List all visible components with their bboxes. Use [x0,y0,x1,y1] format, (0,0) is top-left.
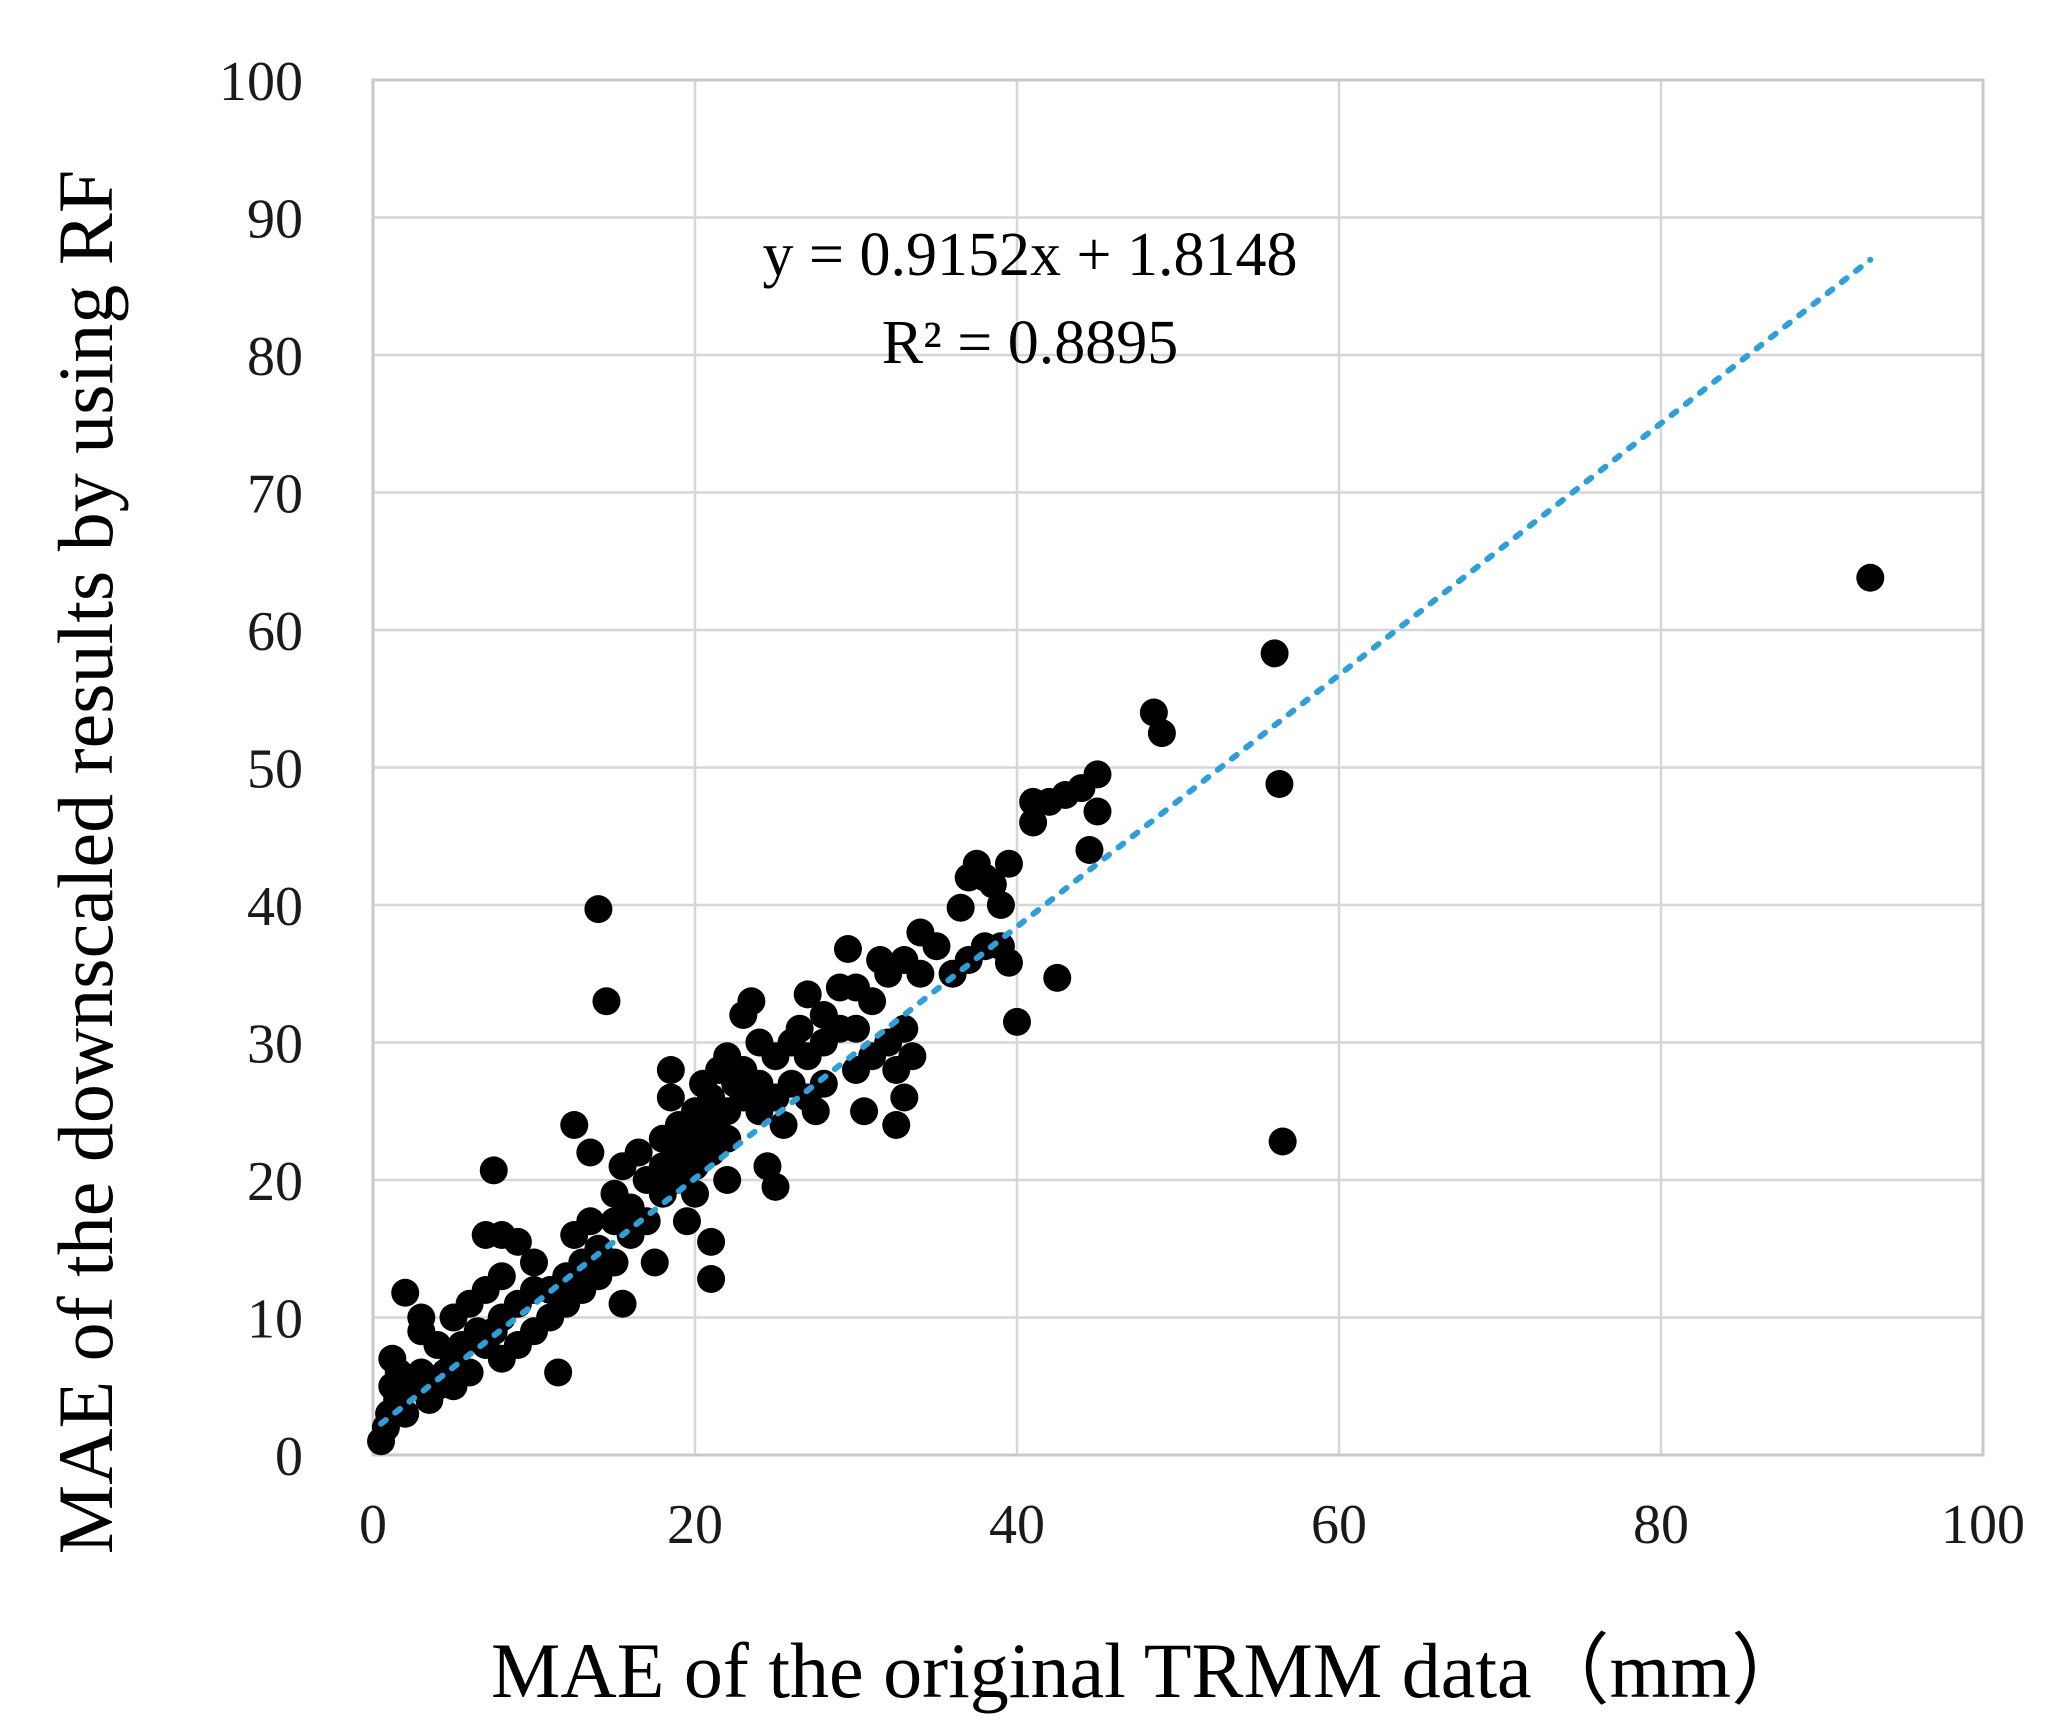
x-axis-title: MAE of the original TRMM data（mm） [491,1627,1809,1714]
data-point [624,1138,653,1167]
data-point [656,1083,685,1112]
x-tick-label: 100 [1941,1494,2025,1556]
x-tick-label: 80 [1633,1494,1689,1556]
data-point [656,1056,685,1084]
data-point [544,1358,573,1387]
data-point [576,1138,605,1167]
data-point [769,1111,798,1139]
data-point [1268,1127,1297,1156]
y-tick-label: 100 [219,51,303,113]
y-tick-labels: 0 10 20 30 40 50 60 70 80 90 100 [219,51,303,1488]
trendline-equation: y = 0.9152x + 1.8148 [763,221,1298,289]
x-tick-label: 0 [359,1494,387,1556]
data-point [833,935,862,963]
y-tick-label: 10 [247,1289,303,1351]
data-point [520,1248,548,1277]
data-point [681,1179,709,1208]
data-point [1075,836,1104,864]
data-point [850,1097,879,1126]
y-tick-label: 20 [247,1151,303,1213]
data-point [1083,760,1112,789]
data-points [367,563,1885,1456]
y-tick-label: 60 [247,601,303,663]
y-tick-label: 50 [247,739,303,801]
plot-frame [371,78,1985,1457]
data-point [1265,770,1294,798]
data-point [697,1227,726,1256]
data-point [487,1262,516,1291]
y-tick-label: 30 [247,1014,303,1076]
data-point [672,1207,701,1236]
y-axis-title: MAE of the downscaled results by using R… [42,170,129,1554]
data-point [906,959,935,988]
data-point [455,1358,484,1387]
data-point [1856,563,1885,592]
data-point [994,849,1023,878]
data-point [882,1111,911,1139]
data-point [600,1248,629,1277]
data-point [986,891,1015,919]
data-point [1083,797,1112,826]
x-tick-labels: 0 20 40 60 80 100 [359,1494,2025,1556]
data-point [858,987,887,1016]
data-point [785,1014,814,1043]
data-point [584,895,613,924]
data-point [809,1069,838,1098]
data-point [391,1278,420,1307]
data-point [697,1265,726,1293]
data-point [890,1083,919,1112]
data-point [801,1097,830,1126]
y-tick-label: 90 [247,189,303,251]
data-point [842,1014,870,1043]
data-point [1043,963,1072,992]
data-point [994,948,1023,977]
data-point [713,1166,742,1194]
data-point [1260,639,1289,668]
x-tick-label: 20 [667,1494,723,1556]
data-point [503,1227,532,1256]
x-tick-label: 60 [1311,1494,1367,1556]
y-tick-label: 0 [275,1426,303,1488]
data-point [761,1172,790,1201]
x-tick-label: 40 [989,1494,1045,1556]
data-point [576,1207,605,1236]
data-point [560,1111,589,1139]
data-point [640,1248,669,1277]
y-tick-label: 80 [247,326,303,388]
r-squared-label: R² = 0.8895 [882,309,1178,377]
data-point [1003,1007,1031,1036]
y-tick-label: 70 [247,464,303,526]
data-point [793,980,822,1009]
data-point [1147,719,1176,748]
data-point [479,1156,508,1185]
data-point [592,987,621,1016]
data-point [737,987,766,1016]
data-point [1019,808,1048,837]
data-point [922,932,951,961]
data-point [407,1303,436,1332]
data-point [898,1042,927,1071]
y-tick-label: 40 [247,876,303,938]
data-point [608,1289,637,1318]
data-point [946,893,975,922]
